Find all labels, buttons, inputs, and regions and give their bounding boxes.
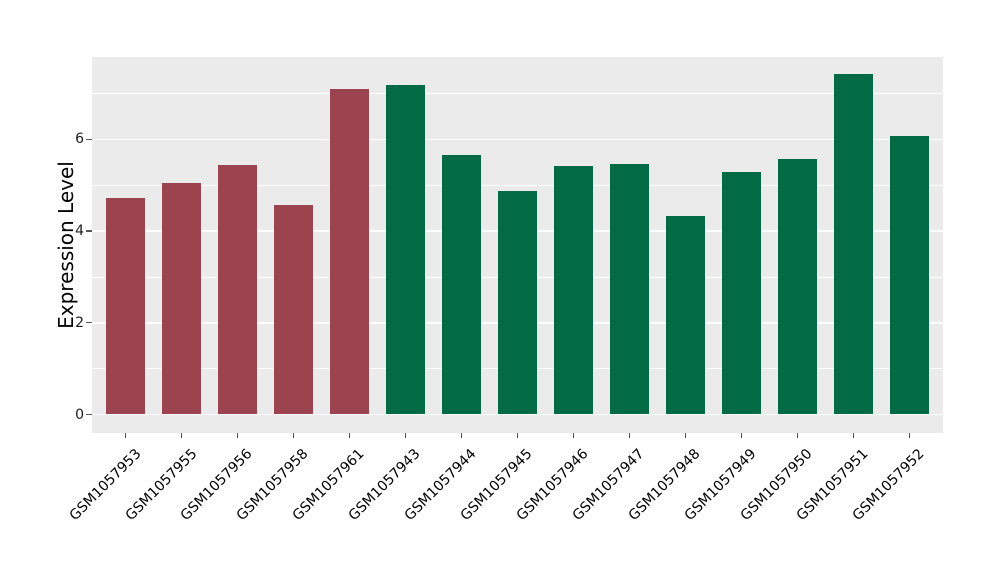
y-tick-mark — [86, 322, 92, 324]
x-tick-mark — [852, 433, 855, 438]
y-tick-mark — [86, 413, 92, 416]
plot-panel — [92, 57, 943, 433]
y-tick-label: 0 — [75, 406, 84, 423]
bar — [553, 165, 594, 415]
bar — [721, 172, 761, 415]
x-tick-mark — [460, 433, 463, 438]
bar — [609, 164, 650, 415]
bar — [162, 183, 202, 415]
x-tick-mark — [684, 433, 687, 438]
bar — [385, 85, 426, 415]
x-tick-mark — [740, 433, 743, 438]
bar — [497, 191, 538, 415]
bar — [274, 205, 314, 415]
x-tick-mark — [292, 433, 295, 438]
x-tick-mark — [572, 433, 575, 438]
bar — [106, 198, 146, 415]
y-tick-label: 4 — [75, 223, 84, 240]
y-tick-label: 2 — [75, 314, 84, 331]
bar — [833, 74, 873, 415]
bar — [777, 159, 817, 415]
x-tick-mark — [125, 433, 127, 438]
y-tick-mark — [86, 230, 92, 232]
grid-line-major — [92, 413, 943, 416]
x-tick-mark — [796, 433, 799, 438]
x-tick-mark — [628, 433, 631, 438]
x-tick-mark — [404, 433, 407, 438]
grid-line-major — [92, 138, 943, 141]
grid-line-minor — [92, 184, 943, 186]
bar — [665, 215, 705, 415]
y-axis-title: Expression Level — [54, 161, 78, 329]
bar — [889, 136, 929, 415]
bar — [329, 89, 370, 415]
x-tick-mark — [236, 433, 239, 438]
y-tick-mark — [86, 138, 92, 141]
x-tick-mark — [908, 433, 910, 438]
x-tick-mark — [348, 433, 351, 438]
x-tick-mark — [516, 433, 519, 438]
y-tick-label: 6 — [75, 131, 84, 148]
grid-line-minor — [92, 93, 943, 94]
x-tick-mark — [180, 433, 183, 438]
bar — [441, 154, 482, 415]
bar — [218, 165, 258, 415]
